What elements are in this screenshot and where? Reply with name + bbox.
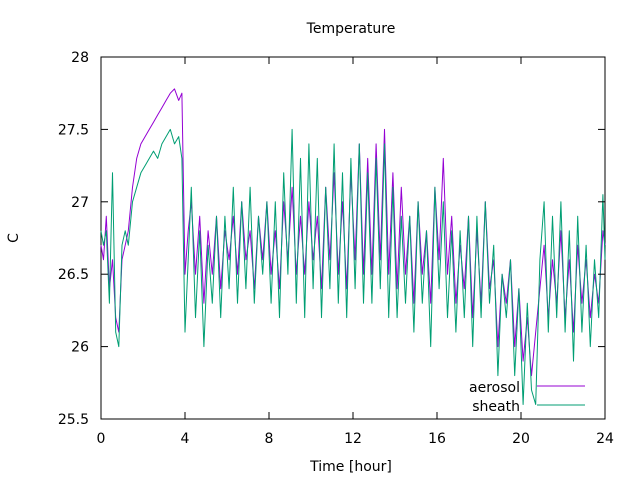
ticks-layer: 0 4 8 12 16 20 24 25.5 26 26.5 27 27.5 28 — [58, 50, 614, 447]
y-tick-label: 28 — [71, 50, 89, 66]
series-line-sheath — [100, 128, 606, 405]
series-line-aerosol — [100, 88, 606, 377]
x-tick-label: 20 — [512, 431, 530, 447]
y-tick-label: 26 — [71, 340, 89, 356]
x-tick-label: 24 — [596, 431, 614, 447]
x-tick-label: 16 — [428, 431, 446, 447]
y-axis-label: C — [6, 233, 22, 243]
y-tick-label: 26.5 — [58, 267, 89, 283]
y-tick-label: 27.5 — [58, 122, 89, 138]
x-axis-label: Time [hour] — [309, 459, 392, 475]
y-tick-label: 25.5 — [58, 412, 89, 428]
y-tick-label: 27 — [71, 195, 89, 211]
series-layer — [100, 88, 606, 405]
legend-label-aerosol: aerosol — [469, 380, 520, 396]
x-tick-label: 8 — [265, 431, 274, 447]
legend-label-sheath: sheath — [472, 399, 520, 415]
chart-title: Temperature — [306, 21, 396, 37]
x-tick-label: 12 — [344, 431, 362, 447]
x-tick-label: 0 — [97, 431, 106, 447]
x-tick-label: 4 — [181, 431, 190, 447]
legend: aerosol sheath — [469, 380, 585, 415]
